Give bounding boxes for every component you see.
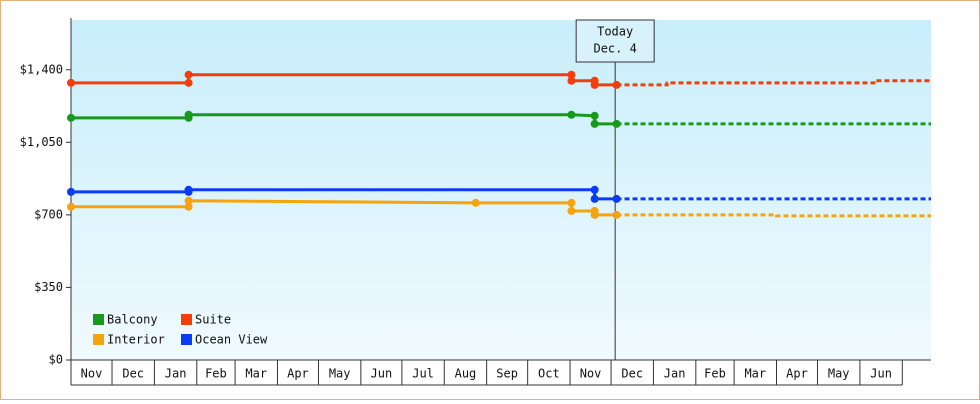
price-point	[590, 194, 599, 203]
today-label: Dec. 4	[593, 42, 636, 56]
forecast-line	[616, 79, 931, 87]
y-tick-label: $1,400	[20, 62, 63, 76]
x-tick-label: Jan	[664, 367, 686, 381]
price-point	[590, 80, 599, 89]
price-point	[184, 78, 193, 87]
y-tick-label: $350	[34, 280, 63, 294]
price-point	[184, 185, 193, 194]
y-tick-label: $700	[34, 207, 63, 221]
today-label: Today	[597, 25, 633, 39]
price-point	[184, 70, 193, 79]
price-point	[67, 187, 75, 196]
legend-label: Balcony	[107, 313, 158, 327]
x-tick-label: Dec	[621, 367, 643, 381]
price-point	[590, 111, 599, 120]
price-point	[612, 80, 621, 89]
x-tick-label: Jan	[165, 367, 187, 381]
price-point	[590, 119, 599, 128]
price-point	[567, 70, 576, 79]
legend-label: Ocean View	[195, 333, 268, 347]
legend-swatch	[93, 334, 104, 345]
forecast-line	[616, 213, 931, 218]
x-tick-label: Aug	[455, 367, 477, 381]
price-point	[612, 119, 621, 128]
x-tick-label: Nov	[81, 367, 103, 381]
price-point	[184, 202, 193, 211]
legend-label: Interior	[107, 333, 165, 347]
legend-label: Suite	[195, 313, 231, 327]
x-tick-label: May	[828, 367, 850, 381]
x-tick-label: Feb	[205, 367, 227, 381]
x-tick-label: Mar	[245, 367, 267, 381]
price-point	[612, 210, 621, 219]
price-point	[67, 78, 75, 87]
x-tick-label: Jun	[870, 367, 892, 381]
y-tick-label: $1,050	[20, 135, 63, 149]
legend-swatch	[93, 314, 104, 325]
price-point	[471, 198, 480, 207]
price-point	[567, 206, 576, 215]
x-tick-label: Jul	[412, 367, 434, 381]
price-point	[567, 110, 576, 119]
price-point	[567, 198, 576, 207]
y-tick-label: $0	[49, 353, 63, 367]
price-point	[590, 210, 599, 219]
price-point	[590, 185, 599, 194]
price-point	[67, 202, 75, 211]
x-tick-label: Apr	[786, 367, 808, 381]
x-tick-label: Dec	[122, 367, 144, 381]
x-tick-label: Feb	[704, 367, 726, 381]
price-point	[67, 113, 75, 122]
legend-swatch	[181, 314, 192, 325]
price-point	[184, 196, 193, 205]
x-tick-label: Nov	[580, 367, 602, 381]
price-point	[184, 110, 193, 119]
legend-swatch	[181, 334, 192, 345]
x-tick-label: Mar	[744, 367, 766, 381]
price-point	[612, 194, 621, 203]
x-tick-label: May	[329, 367, 351, 381]
x-tick-label: Sep	[496, 367, 518, 381]
x-tick-label: Apr	[287, 367, 309, 381]
price-point	[567, 76, 576, 85]
today-box	[575, 19, 655, 63]
x-tick-label: Oct	[538, 367, 560, 381]
x-tick-label: Jun	[371, 367, 393, 381]
